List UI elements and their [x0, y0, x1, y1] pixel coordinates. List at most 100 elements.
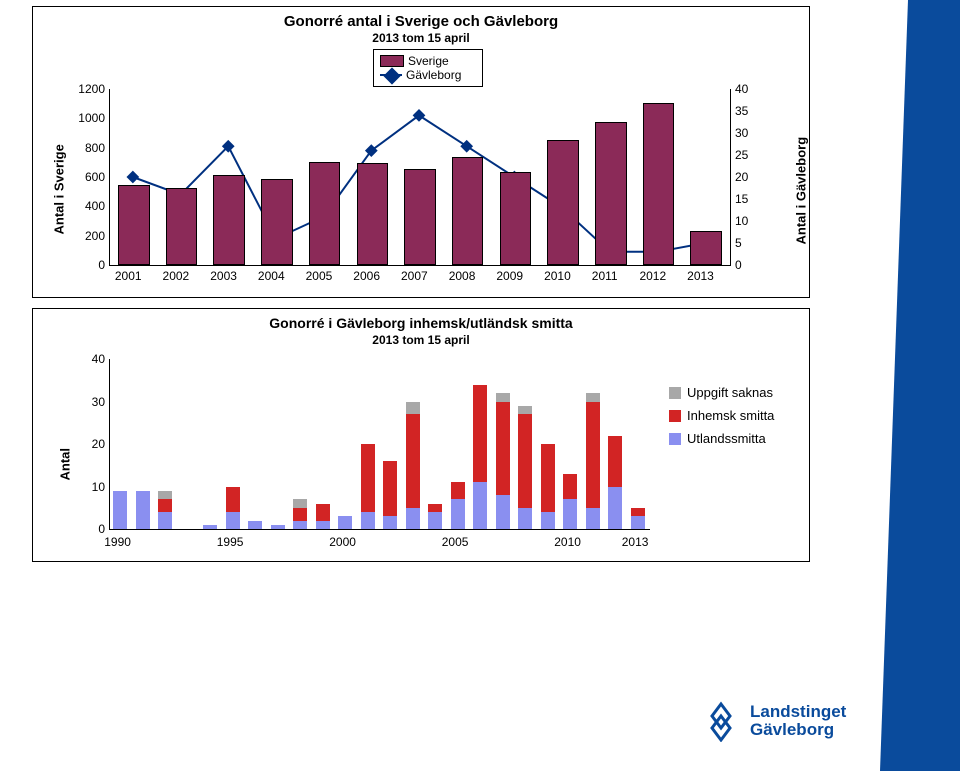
- bar-segment: [338, 516, 352, 529]
- bar-sverige: [595, 122, 627, 265]
- bar-segment: [518, 414, 532, 508]
- x-tick: 2003: [210, 269, 237, 283]
- bottom-chart-subtitle: 2013 tom 15 april: [33, 333, 809, 347]
- x-tick: 2010: [544, 269, 571, 283]
- y-right-tick: 0: [735, 258, 742, 272]
- bar-segment: [428, 504, 442, 513]
- x-tick: 2009: [496, 269, 523, 283]
- bar-segment: [226, 487, 240, 513]
- bar-segment: [563, 474, 577, 500]
- bar-sverige: [404, 169, 436, 265]
- bar-segment: [158, 491, 172, 500]
- bar-segment: [383, 461, 397, 516]
- bottom-y-label: Antal: [58, 401, 73, 481]
- bar-segment: [541, 512, 555, 529]
- x-tick: 2005: [442, 535, 469, 549]
- bar-sverige: [357, 163, 389, 265]
- x-tick: 2001: [115, 269, 142, 283]
- bar-segment: [631, 516, 645, 529]
- logo: Landstinget Gävleborg: [700, 700, 846, 742]
- legend-swatch: [669, 387, 681, 399]
- bar-segment: [541, 444, 555, 512]
- bar-segment: [203, 525, 217, 529]
- logo-icon: [700, 700, 742, 742]
- bar-segment: [248, 521, 262, 530]
- bar-segment: [563, 499, 577, 529]
- logo-text-1: Landstinget: [750, 703, 846, 721]
- y-right-tick: 35: [735, 104, 748, 118]
- x-tick: 2006: [353, 269, 380, 283]
- bar-sverige: [166, 188, 198, 265]
- x-tick: 2004: [258, 269, 285, 283]
- bar-segment: [158, 499, 172, 512]
- bar-segment: [293, 521, 307, 530]
- marker-gavleborg: [127, 171, 138, 182]
- x-tick: 2008: [449, 269, 476, 283]
- bar-segment: [496, 402, 510, 496]
- y-right-tick: 40: [735, 82, 748, 96]
- bar-sverige: [452, 157, 484, 265]
- bar-segment: [316, 521, 330, 530]
- legend-label: Inhemsk smitta: [687, 408, 774, 423]
- bar-segment: [631, 508, 645, 517]
- bar-segment: [293, 499, 307, 508]
- legend-label: Utlandssmitta: [687, 431, 766, 446]
- legend-row: Inhemsk smitta: [669, 408, 774, 423]
- y-left-tick: 0: [98, 258, 105, 272]
- bar-segment: [226, 512, 240, 529]
- bar-segment: [586, 402, 600, 508]
- bar-sverige: [118, 185, 150, 265]
- bar-segment: [608, 436, 622, 487]
- x-tick: 1995: [217, 535, 244, 549]
- bar-segment: [361, 444, 375, 512]
- bar-segment: [316, 504, 330, 521]
- bar-segment: [406, 508, 420, 529]
- legend-swatch: [669, 433, 681, 445]
- bar-segment: [136, 491, 150, 529]
- bar-segment: [361, 512, 375, 529]
- bar-segment: [586, 508, 600, 529]
- y-left-tick: 200: [85, 229, 105, 243]
- bar-segment: [473, 482, 487, 529]
- y-left-tick: 400: [85, 199, 105, 213]
- bar-segment: [586, 393, 600, 402]
- y-right-tick: 5: [735, 236, 742, 250]
- bar-sverige: [643, 103, 675, 265]
- y-tick: 10: [92, 480, 105, 494]
- bar-sverige: [690, 231, 722, 265]
- y-tick: 20: [92, 437, 105, 451]
- bar-sverige: [309, 162, 341, 265]
- bar-sverige: [213, 175, 245, 265]
- legend-row: Uppgift saknas: [669, 385, 774, 400]
- bar-segment: [451, 482, 465, 499]
- bar-segment: [158, 512, 172, 529]
- bottom-legend: Uppgift saknas Inhemsk smitta Utlandssmitt…: [669, 385, 774, 454]
- y-left-tick: 600: [85, 170, 105, 184]
- x-tick: 2000: [329, 535, 356, 549]
- bar-segment: [271, 525, 285, 529]
- legend-row: Utlandssmitta: [669, 431, 774, 446]
- bar-segment: [473, 385, 487, 483]
- marker-gavleborg: [461, 141, 472, 152]
- bar-segment: [496, 393, 510, 402]
- y-left-tick: 1200: [78, 82, 105, 96]
- bar-sverige: [261, 179, 293, 265]
- x-tick: 2013: [622, 535, 649, 549]
- y-right-tick: 30: [735, 126, 748, 140]
- bar-segment: [518, 508, 532, 529]
- bar-segment: [406, 414, 420, 508]
- page-root: Gonorré antal i Sverige och Gävleborg 20…: [0, 0, 960, 771]
- x-tick: 2005: [306, 269, 333, 283]
- bar-segment: [518, 406, 532, 415]
- bar-segment: [608, 487, 622, 530]
- x-tick: 2002: [163, 269, 190, 283]
- y-tick: 30: [92, 395, 105, 409]
- legend-label: Uppgift saknas: [687, 385, 773, 400]
- bar-segment: [293, 508, 307, 521]
- y-tick: 0: [98, 522, 105, 536]
- x-tick: 2012: [639, 269, 666, 283]
- logo-text-2: Gävleborg: [750, 721, 846, 739]
- y-left-tick: 1000: [78, 111, 105, 125]
- x-tick: 2007: [401, 269, 428, 283]
- y-right-tick: 15: [735, 192, 748, 206]
